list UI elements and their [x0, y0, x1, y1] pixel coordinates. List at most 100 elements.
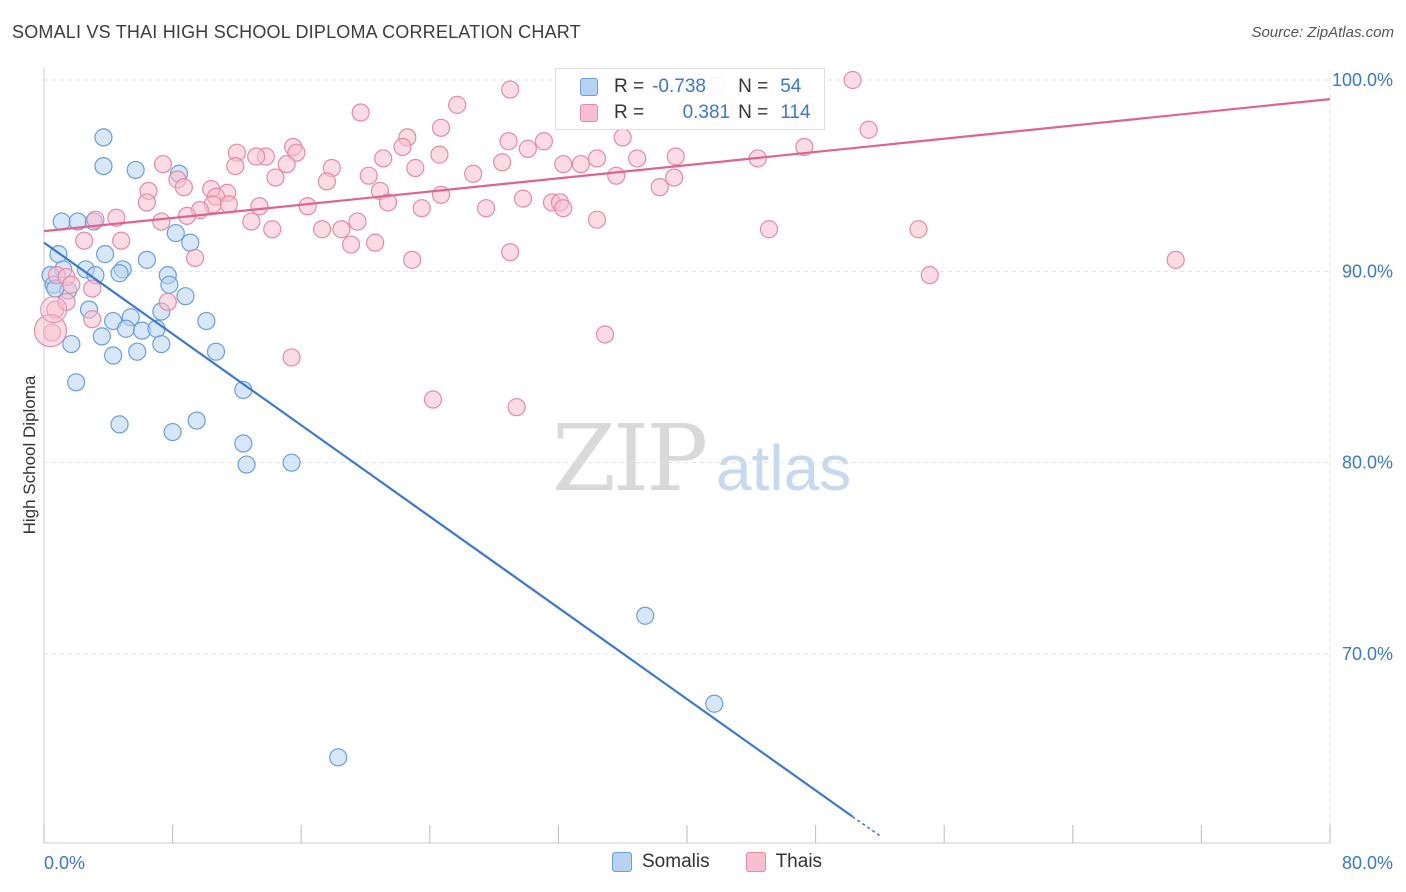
point-thais [795, 137, 814, 157]
point-somalis [95, 245, 115, 264]
point-thais [665, 168, 684, 187]
point-thais-cluster [40, 296, 68, 324]
point-thais [666, 147, 685, 166]
legend-label-thais: Thais [775, 851, 823, 872]
watermark: ZIP atlas [552, 405, 851, 512]
trend-line-somalis-extrapolated [852, 816, 881, 837]
point-somalis [110, 415, 129, 434]
point-thais [554, 199, 573, 218]
point-thais [174, 178, 193, 197]
point-somalis [166, 223, 185, 243]
n-value-somalis: 54 [780, 76, 802, 97]
point-thais [476, 199, 496, 218]
watermark-atlas: atlas [716, 432, 851, 504]
correlation-legend: R = -0.738 N = 54 R = 0.381 N = 114 [555, 68, 825, 130]
trend-line-somalis [43, 241, 854, 818]
legend-row-thais: R = 0.381 N = 114 [556, 100, 811, 126]
point-thais [613, 128, 632, 147]
point-thais [595, 325, 615, 344]
point-thais [859, 120, 878, 139]
point-somalis [163, 422, 182, 442]
point-thais [431, 118, 451, 137]
point-somalis [705, 694, 724, 713]
n-label: N = [738, 76, 769, 97]
legend-item-somalis[interactable]: Somalis [612, 851, 710, 873]
point-thais [83, 310, 102, 329]
point-somalis [67, 373, 86, 392]
x-tick-label: 80.0% [1342, 853, 1393, 873]
point-thais [374, 149, 393, 168]
y-tick-label: 90.0% [1342, 261, 1393, 281]
point-somalis [52, 212, 71, 231]
point-thais [366, 233, 385, 252]
chart-title: SOMALI VS THAI HIGH SCHOOL DIPLOMA CORRE… [12, 22, 581, 42]
point-thais [263, 220, 282, 239]
legend-item-thais[interactable]: Thais [745, 851, 823, 873]
r-value-thais: 0.381 [682, 102, 731, 123]
source-label: Source: ZipAtlas.com [1251, 24, 1394, 41]
tick-labels: 70.0% 80.0% 90.0% 100.0% 0.0% 80.0% [44, 70, 1393, 873]
point-thais [112, 231, 131, 250]
legend-swatch-somalis [612, 852, 632, 872]
n-value-thais: 114 [780, 102, 811, 123]
point-thais [499, 132, 518, 151]
point-thais [226, 157, 245, 176]
point-somalis [237, 455, 256, 474]
point-thais [393, 137, 412, 157]
point-thais [464, 164, 483, 183]
legend-row-somalis: R = -0.738 N = 54 [556, 74, 801, 100]
point-somalis [137, 250, 156, 269]
point-thais [153, 155, 173, 174]
point-thais [62, 275, 81, 294]
point-thais [351, 103, 370, 122]
y-tick-label: 70.0% [1342, 644, 1393, 664]
point-somalis [62, 334, 81, 354]
trend-lines [43, 98, 1331, 837]
point-thais [137, 193, 156, 212]
point-thais [83, 279, 102, 298]
point-thais [341, 235, 361, 254]
point-thais [501, 80, 520, 99]
point-thais [1166, 250, 1185, 269]
point-thais [277, 155, 296, 174]
point-thais [448, 95, 467, 114]
legend-swatch-somalis [580, 78, 598, 96]
point-thais [317, 172, 337, 191]
point-somalis [152, 334, 171, 354]
point-somalis [329, 748, 348, 767]
series-legend: Somalis Thais [612, 851, 858, 873]
legend-swatch-thais [745, 852, 766, 872]
legend-label-somalis: Somalis [642, 851, 710, 872]
point-thais [406, 158, 425, 178]
point-thais [909, 220, 928, 239]
point-somalis [176, 287, 195, 306]
point-thais [348, 212, 367, 231]
point-somalis [282, 453, 301, 472]
point-somalis [636, 606, 655, 625]
point-thais [312, 220, 332, 239]
point-somalis [94, 128, 113, 147]
axes [43, 68, 1331, 844]
point-somalis [116, 319, 136, 338]
point-thais [430, 145, 449, 164]
data-points [33, 70, 1185, 767]
point-thais [219, 195, 238, 214]
x-tick-label: 0.0% [44, 853, 85, 873]
trend-line-thais [43, 98, 1331, 233]
point-thais [403, 250, 422, 269]
point-thais [158, 292, 177, 312]
point-thais [152, 212, 171, 231]
point-somalis [126, 160, 145, 180]
point-somalis [160, 275, 179, 294]
point-thais [107, 208, 126, 227]
point-somalis [197, 311, 216, 331]
point-thais [628, 149, 647, 168]
point-somalis [128, 342, 147, 361]
point-thais [920, 266, 939, 285]
point-thais [86, 210, 105, 229]
r-label: R = [614, 76, 645, 97]
n-label: N = [738, 102, 769, 123]
legend-swatch-thais [580, 104, 598, 122]
point-thais [359, 166, 378, 185]
